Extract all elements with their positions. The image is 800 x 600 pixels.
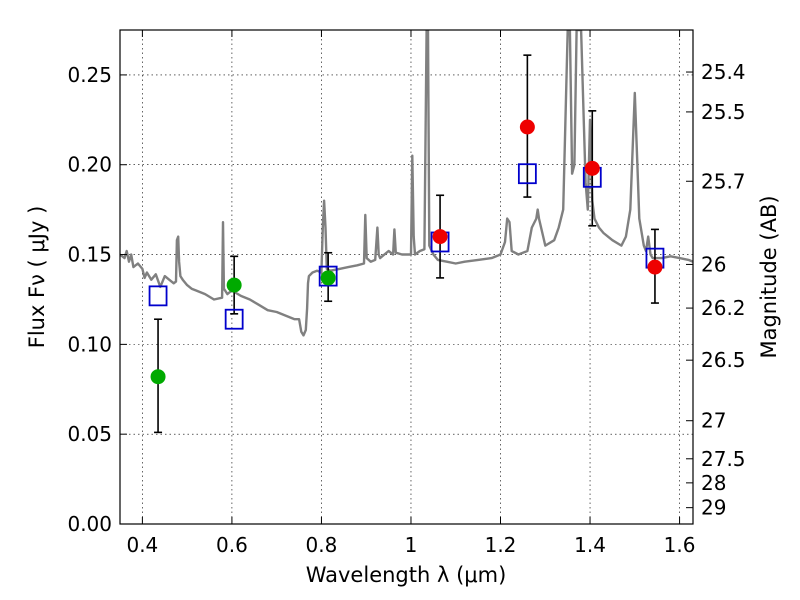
x-tick-label: 0.6 [216,533,248,557]
y-tick-label: 0.15 [67,243,112,267]
y2-tick-label: 25.5 [701,100,746,124]
data-point [432,229,448,245]
model-square-marker [224,308,244,330]
x-tick-label: 1.2 [485,533,517,557]
spectrum-layer [120,30,693,337]
y2-tick-label: 27.5 [701,447,746,471]
y2-tick-label: 28 [701,471,726,495]
marker-layer [148,119,665,385]
y-tick-label: 0.10 [67,332,112,356]
y2-tick-label: 29 [701,496,726,520]
y2-tick-label: 25.4 [701,60,746,84]
model-square-marker [318,265,338,287]
data-point [320,270,336,286]
x-tick-label: 1.4 [574,533,606,557]
data-point [519,119,535,135]
plot-frame [119,29,694,525]
plot-background [120,30,693,524]
y2-tick-label: 26 [701,252,726,276]
data-point [226,277,242,293]
ticks: 0.4 0.6 0.8 1 1.2 1.4 1.6 0.00 0.05 0.10 0.15 0.20 0… [67,30,746,557]
y2-tick-label: 26.2 [701,296,746,320]
y-tick-label: 0.05 [67,422,112,446]
x-axis-label: Wavelength λ (μm) [306,563,507,587]
spectrum-line [120,30,693,337]
model-square-marker [517,163,537,185]
data-point [584,160,600,176]
x-tick-label: 1 [405,533,418,557]
y-axis-label: Flux Fν ( μJy ) [25,206,49,349]
y2-tick-label: 26.5 [701,348,746,372]
model-square-marker [148,285,168,307]
x-tick-label: 1.6 [664,533,696,557]
data-point [150,369,166,385]
y-tick-label: 0.25 [67,63,112,87]
y2-tick-label: 27 [701,409,726,433]
y2-axis-label: Magnitude (AB) [757,195,781,358]
y-tick-label: 0.20 [67,153,112,177]
x-tick-label: 0.8 [306,533,338,557]
x-tick-label: 0.4 [126,533,158,557]
data-point [647,259,663,275]
y2-tick-label: 25.7 [701,169,746,193]
y-tick-label: 0.00 [67,512,112,536]
